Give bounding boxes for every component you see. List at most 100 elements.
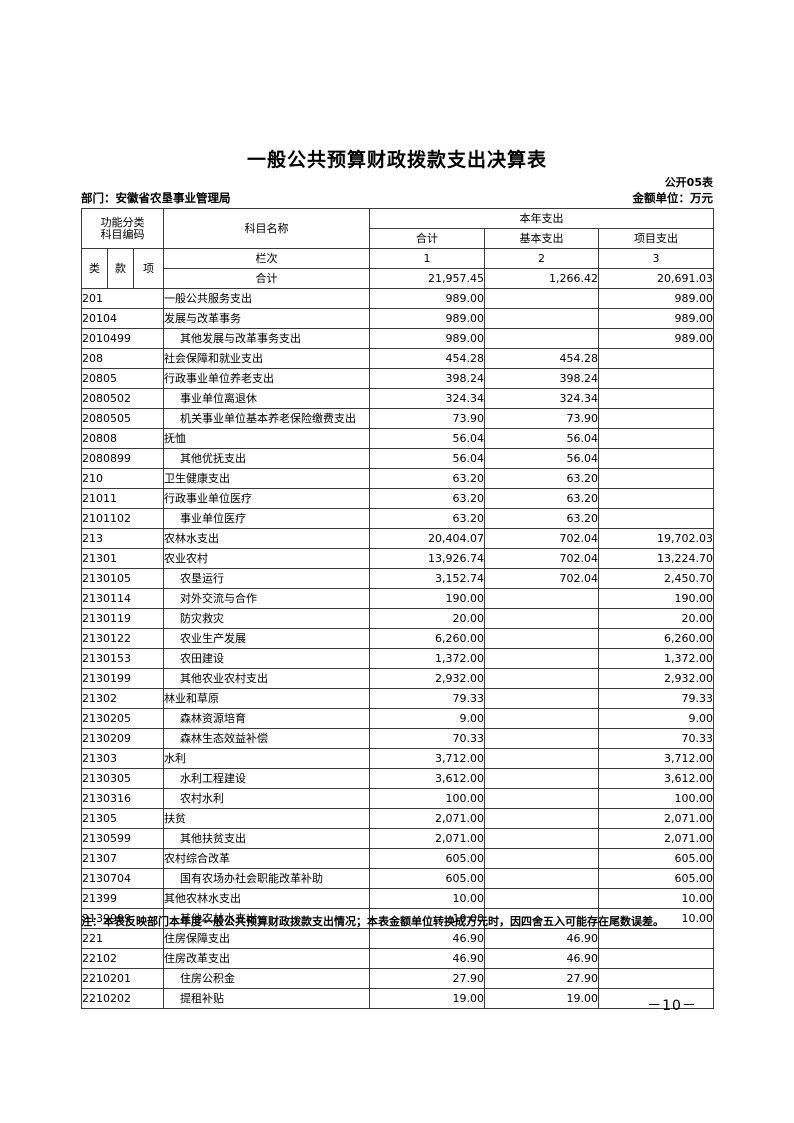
table-row: 2210201 住房公积金 27.90 27.90 <box>81 968 714 989</box>
table-row: 2130305 水利工程建设 3,612.00 3,612.00 <box>81 768 714 789</box>
row-total: 56.04 <box>369 448 485 469</box>
table-body: 201 一般公共服务支出 989.00 989.00 20104 发展与改革事务 989.0… <box>81 288 714 1009</box>
row-project <box>598 508 714 529</box>
grand-total-row: 合计 21,957.45 1,266.42 20,691.03 <box>82 268 714 289</box>
row-code: 2130153 <box>81 648 164 669</box>
table-row: 2130704 国有农场办社会职能改革补助 605.00 605.00 <box>81 868 714 889</box>
table-row: 2101102 事业单位医疗 63.20 63.20 <box>81 508 714 529</box>
grand-total-label: 合计 <box>163 268 370 289</box>
row-project: 2,932.00 <box>598 668 714 689</box>
row-basic: 702.04 <box>484 528 599 549</box>
row-code: 2080505 <box>81 408 164 429</box>
row-basic <box>484 848 599 869</box>
row-total: 63.20 <box>369 488 485 509</box>
row-subject-name: 其他扶贫支出 <box>163 828 370 849</box>
row-basic <box>484 608 599 629</box>
page-number: －10－ <box>0 995 794 1015</box>
row-basic <box>484 728 599 749</box>
row-basic <box>484 648 599 669</box>
row-basic: 56.04 <box>484 448 599 469</box>
row-project: 13,224.70 <box>598 548 714 569</box>
table-row: 208 社会保障和就业支出 454.28 454.28 <box>81 348 714 369</box>
row-basic <box>484 888 599 909</box>
table-row: 2130205 森林资源培育 9.00 9.00 <box>81 708 714 729</box>
row-subject-name: 事业单位医疗 <box>163 508 370 529</box>
row-subject-name: 扶贫 <box>163 808 370 829</box>
header-row-label: 栏次 <box>163 248 370 269</box>
row-subject-name: 发展与改革事务 <box>163 308 370 329</box>
table-row: 21305 扶贫 2,071.00 2,071.00 <box>81 808 714 829</box>
row-subject-name: 卫生健康支出 <box>163 468 370 489</box>
row-basic: 46.90 <box>484 948 599 969</box>
row-basic: 63.20 <box>484 508 599 529</box>
row-subject-name: 事业单位离退休 <box>163 388 370 409</box>
row-subject-name: 水利工程建设 <box>163 768 370 789</box>
row-project: 2,450.70 <box>598 568 714 589</box>
table-footnote: 注：本表反映部门本年度一般公共预算财政拨款支出情况；本表金额单位转换成万元时，因… <box>81 915 664 928</box>
row-total: 989.00 <box>369 288 485 309</box>
table-row: 2130316 农村水利 100.00 100.00 <box>81 788 714 809</box>
row-total: 605.00 <box>369 868 485 889</box>
row-total: 100.00 <box>369 788 485 809</box>
row-basic: 46.90 <box>484 928 599 949</box>
row-basic: 63.20 <box>484 468 599 489</box>
grand-total-project: 20,691.03 <box>598 268 714 289</box>
header-col-basic: 基本支出 <box>484 228 599 249</box>
row-basic: 73.90 <box>484 408 599 429</box>
row-basic <box>484 748 599 769</box>
header-row-1: 功能分类 科目编码 科目名称 本年支出 <box>81 208 714 249</box>
row-project: 1,372.00 <box>598 648 714 669</box>
table-row: 2130105 农垦运行 3,152.74 702.04 2,450.70 <box>81 568 714 589</box>
row-code: 213 <box>81 528 164 549</box>
row-code: 2130599 <box>81 828 164 849</box>
row-subject-name: 住房公积金 <box>163 968 370 989</box>
header-function-class: 功能分类 科目编码 <box>81 208 164 249</box>
header-col-total: 合计 <box>369 228 485 249</box>
row-code: 208 <box>81 348 164 369</box>
row-total: 63.20 <box>369 468 485 489</box>
row-code: 201 <box>81 288 164 309</box>
row-code: 20808 <box>81 428 164 449</box>
row-project <box>598 468 714 489</box>
row-code: 21305 <box>81 808 164 829</box>
row-total: 324.34 <box>369 388 485 409</box>
row-basic <box>484 308 599 329</box>
row-subject-name: 对外交流与合作 <box>163 588 370 609</box>
row-project <box>598 388 714 409</box>
row-subject-name: 森林生态效益补偿 <box>163 728 370 749</box>
row-project: 70.33 <box>598 728 714 749</box>
row-project: 10.00 <box>598 888 714 909</box>
row-subject-name: 其他发展与改革事务支出 <box>163 328 370 349</box>
row-basic <box>484 688 599 709</box>
row-total: 3,152.74 <box>369 568 485 589</box>
row-total: 56.04 <box>369 428 485 449</box>
row-code: 21301 <box>81 548 164 569</box>
row-project: 100.00 <box>598 788 714 809</box>
row-project: 989.00 <box>598 308 714 329</box>
table-row: 20805 行政事业单位养老支出 398.24 398.24 <box>81 368 714 389</box>
page-title: 一般公共预算财政拨款支出决算表 <box>246 149 547 171</box>
row-code: 2130122 <box>81 628 164 649</box>
row-subject-name: 行政事业单位养老支出 <box>163 368 370 389</box>
row-project <box>598 928 714 949</box>
row-project: 605.00 <box>598 848 714 869</box>
table-row: 2080899 其他优抚支出 56.04 56.04 <box>81 448 714 469</box>
row-basic <box>484 588 599 609</box>
row-code: 2130205 <box>81 708 164 729</box>
table-row: 21301 农业农村 13,926.74 702.04 13,224.70 <box>81 548 714 569</box>
header-colno-2: 2 <box>484 248 599 269</box>
row-project <box>598 348 714 369</box>
row-project <box>598 368 714 389</box>
row-code: 21302 <box>81 688 164 709</box>
budget-expenditure-table: 功能分类 科目编码 科目名称 本年支出 合计 基本支出 项目支出 类 款 项 栏… <box>81 208 714 1009</box>
row-subject-name: 林业和草原 <box>163 688 370 709</box>
header-xiang: 项 <box>133 248 164 289</box>
row-code: 2080502 <box>81 388 164 409</box>
row-basic: 63.20 <box>484 488 599 509</box>
row-basic <box>484 788 599 809</box>
row-total: 10.00 <box>369 888 485 909</box>
row-subject-name: 住房保障支出 <box>163 928 370 949</box>
row-basic: 19.00 <box>484 988 599 1009</box>
row-project: 3,712.00 <box>598 748 714 769</box>
table-row: 2130599 其他扶贫支出 2,071.00 2,071.00 <box>81 828 714 849</box>
